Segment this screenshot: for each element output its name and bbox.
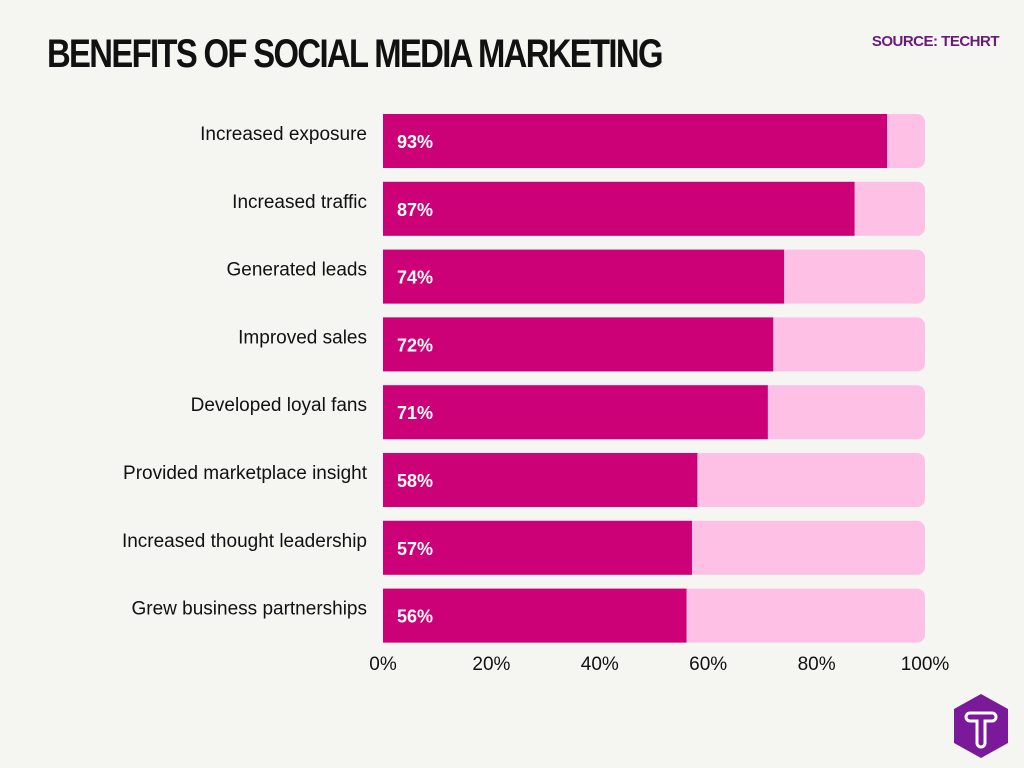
bar (383, 588, 687, 643)
x-tick-label: 100% (901, 654, 950, 675)
category-label: Developed loyal fans (191, 395, 367, 416)
data-label: 56% (397, 607, 433, 627)
source-label: SOURCE: TECHRT (871, 33, 1000, 50)
bar (383, 453, 698, 507)
data-label: 87% (397, 200, 433, 220)
data-label: 71% (397, 403, 433, 423)
techrt-logo-icon (954, 694, 1008, 758)
category-label: Increased traffic (232, 192, 367, 213)
bar (383, 114, 888, 168)
category-label: Increased exposure (200, 124, 367, 145)
x-tick-label: 80% (798, 654, 836, 675)
x-tick-label: 60% (689, 654, 727, 675)
category-label: Improved sales (238, 327, 367, 348)
x-tick-label: 0% (369, 654, 397, 675)
bar (383, 317, 774, 372)
bar (383, 520, 692, 575)
chart-title: BENEFITS OF SOCIAL MEDIA MARKETING (47, 32, 663, 76)
data-label: 74% (397, 268, 433, 288)
category-label: Generated leads (227, 260, 368, 281)
bar (383, 249, 785, 304)
category-label: Provided marketplace insight (123, 463, 368, 484)
x-tick-label: 40% (581, 654, 619, 675)
bar (383, 181, 855, 236)
category-label: Increased thought leadership (122, 531, 367, 552)
data-label: 57% (397, 539, 433, 559)
bar (383, 385, 768, 440)
data-label: 93% (397, 132, 433, 152)
category-label: Grew business partnerships (132, 599, 368, 620)
x-tick-label: 20% (472, 654, 510, 675)
data-label: 58% (397, 471, 433, 491)
data-label: 72% (397, 335, 433, 355)
